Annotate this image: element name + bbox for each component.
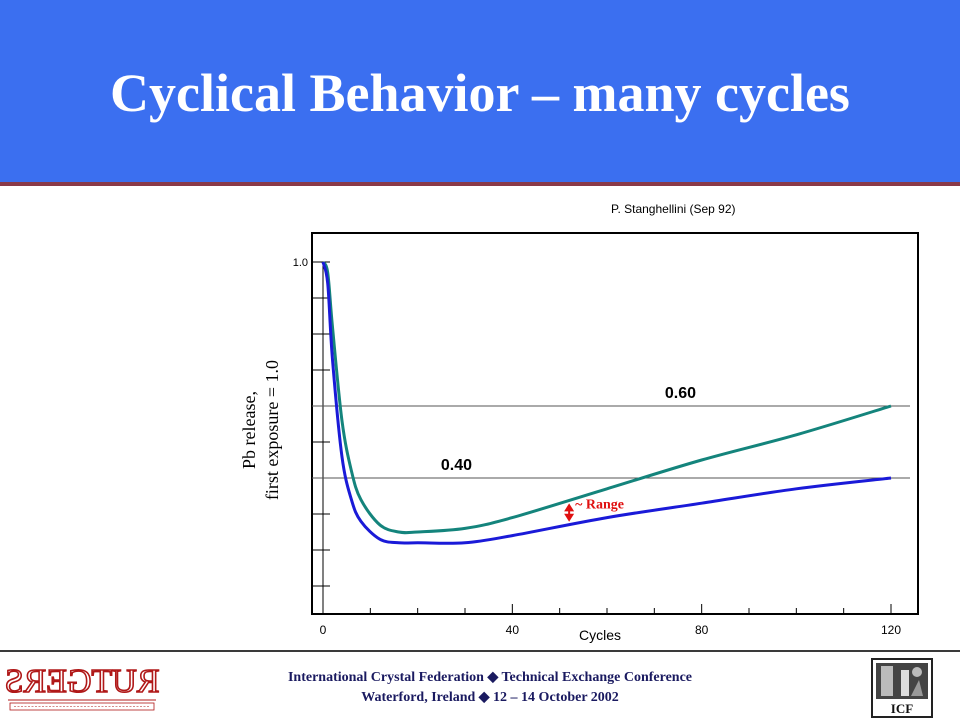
source-note: P. Stanghellini (Sep 92) bbox=[611, 202, 736, 216]
plot-frame bbox=[311, 232, 919, 615]
footer-divider bbox=[0, 650, 960, 652]
footer-line-1: International Crystal Federation ◆ Techn… bbox=[287, 670, 693, 685]
footer-line-2: Waterford, Ireland ◆ 12 – 14 October 200… bbox=[361, 690, 619, 705]
rutgers-logo-text: RUTGERS bbox=[5, 663, 160, 700]
rutgers-logo: RUTGERS bbox=[4, 658, 160, 716]
x-axis-label: Cycles bbox=[579, 627, 621, 643]
icf-logo: ICF bbox=[871, 658, 933, 718]
title-band bbox=[0, 0, 960, 186]
range-annotation-label: ~ Range bbox=[575, 498, 624, 513]
y-axis-label-line-1: Pb release, bbox=[239, 391, 259, 469]
series-line-2 bbox=[321, 261, 892, 545]
series-line-1 bbox=[321, 261, 892, 535]
line-chart: 1.0 0 40 80 120 Cycles Pb release, first exposu… bbox=[239, 232, 919, 643]
slide-title: Cyclical Behavior – many cycles bbox=[110, 63, 850, 123]
x-tick-label: 80 bbox=[695, 623, 709, 637]
x-tick-label: 0 bbox=[320, 623, 327, 637]
y-tick-label: 1.0 bbox=[293, 257, 308, 269]
y-axis-label-line-2: first exposure = 1.0 bbox=[262, 360, 282, 500]
x-tick-label: 40 bbox=[506, 623, 520, 637]
reference-line-label: 0.40 bbox=[441, 457, 472, 474]
x-tick-label: 120 bbox=[881, 623, 901, 637]
icf-logo-text: ICF bbox=[891, 701, 913, 716]
range-arrow-head-up bbox=[564, 503, 575, 512]
range-arrow-head-down bbox=[564, 513, 575, 522]
reference-line-label: 0.60 bbox=[665, 385, 696, 402]
